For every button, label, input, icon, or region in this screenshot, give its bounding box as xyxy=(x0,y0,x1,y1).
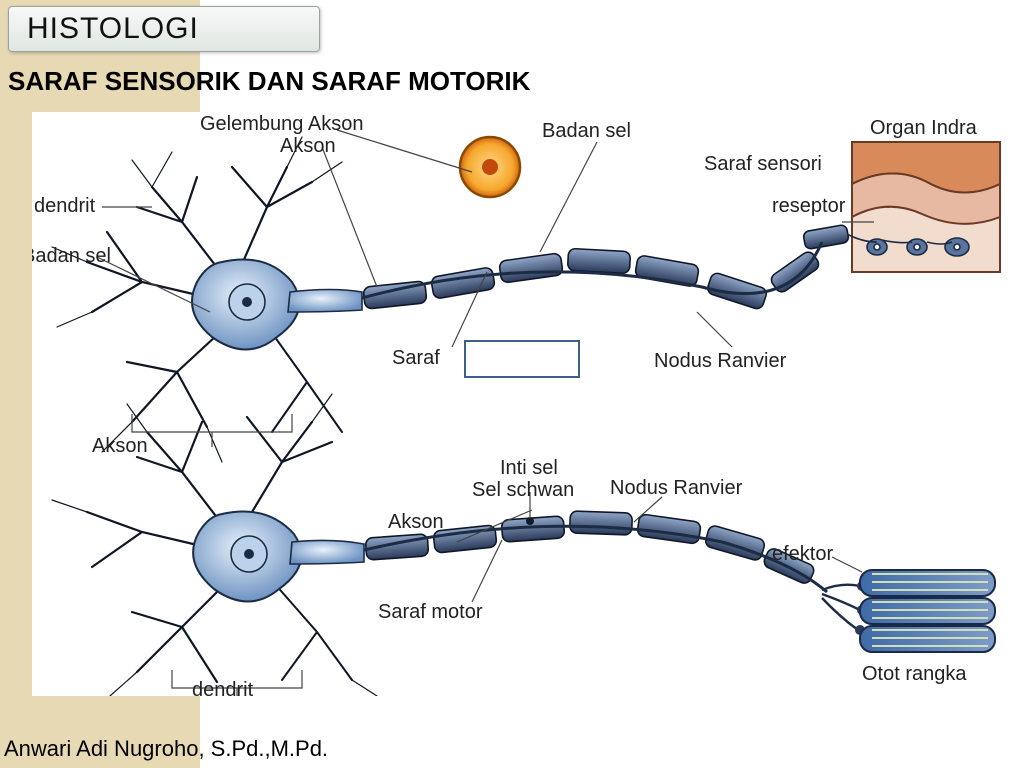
label-badan-sel-left: Badan sel xyxy=(32,245,111,267)
label-akson-mid: Akson xyxy=(388,511,444,533)
label-nodus-ranvier-bottom: Nodus Ranvier xyxy=(610,477,743,499)
page-subtitle: SARAF SENSORIK DAN SARAF MOTORIK xyxy=(8,66,530,97)
label-gelembung-akson: Gelembung Akson xyxy=(200,113,363,135)
label-reseptor: reseptor xyxy=(772,195,846,217)
redaction-box xyxy=(464,340,580,378)
label-efektor: efektor xyxy=(772,543,833,565)
page-title: HISTOLOGI xyxy=(27,12,199,46)
label-nodus-ranvier-top: Nodus Ranvier xyxy=(654,350,787,372)
label-akson-left: Akson xyxy=(92,435,148,457)
label-sel-schwan: Sel schwan xyxy=(472,479,574,501)
label-saraf-motor: Saraf motor xyxy=(378,601,483,623)
label-saraf-sensori: Saraf sensori xyxy=(704,153,822,175)
label-inti-sel: Inti sel xyxy=(500,457,558,479)
label-saraf: Saraf xyxy=(392,347,440,369)
title-box: HISTOLOGI xyxy=(8,6,320,52)
label-otot-rangka: Otot rangka xyxy=(862,663,967,685)
label-akson-top: Akson xyxy=(280,135,336,157)
neuron-diagram: Gelembung Akson Akson Badan sel Saraf se… xyxy=(32,112,1010,696)
label-organ-indra: Organ Indra xyxy=(870,117,978,139)
label-dendrit-top: dendrit xyxy=(34,195,96,217)
label-dendrit-bottom: dendrit xyxy=(192,679,254,696)
author-footer: Anwari Adi Nugroho, S.Pd.,M.Pd. xyxy=(4,736,328,762)
label-badan-sel-top: Badan sel xyxy=(542,120,631,142)
